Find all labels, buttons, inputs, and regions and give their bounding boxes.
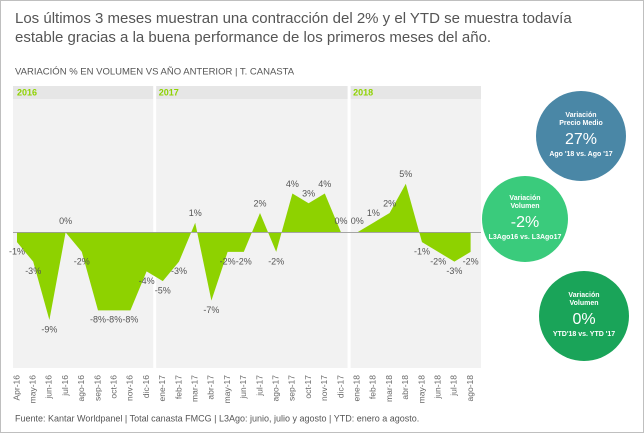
value-label: 2% xyxy=(383,198,396,208)
value-label: -2% xyxy=(463,256,479,266)
x-tick-label: dic-16 xyxy=(141,375,151,398)
value-label: 2% xyxy=(253,198,266,208)
x-tick-label: sep-17 xyxy=(287,375,297,401)
x-tick-label: ago-16 xyxy=(76,375,86,402)
x-tick-label: oct-17 xyxy=(303,375,313,399)
x-tick-label: ago-18 xyxy=(465,375,475,402)
year-band xyxy=(13,86,481,99)
value-label: -1% xyxy=(414,247,430,257)
value-label: -4% xyxy=(139,276,155,286)
x-tick-label: mar-18 xyxy=(384,375,394,402)
x-tick-label: jun-17 xyxy=(238,375,248,400)
callout-label: Variación xyxy=(565,112,596,119)
year-label: 2018 xyxy=(353,87,373,97)
callout-circle xyxy=(536,91,626,181)
value-label: -8% xyxy=(106,315,122,325)
x-tick-label: may-16 xyxy=(27,375,37,404)
x-tick-label: may-17 xyxy=(222,375,232,404)
x-tick-label: ago-17 xyxy=(270,375,280,402)
value-label: -3% xyxy=(25,266,41,276)
callout-label: Variación xyxy=(509,195,540,202)
source: Fuente: Kantar Worldpanel | Total canast… xyxy=(15,413,419,423)
value-label: 1% xyxy=(367,208,380,218)
x-tick-label: jul-18 xyxy=(449,375,459,397)
callout-note: Ago '18 vs. Ago '17 xyxy=(549,151,612,158)
value-label: 0% xyxy=(351,216,364,226)
value-label: -7% xyxy=(203,305,219,315)
callout-note: L3Ago16 vs. L3Ago17 xyxy=(489,234,562,241)
area xyxy=(17,183,471,321)
x-tick-label: oct-16 xyxy=(108,375,118,399)
value-label: 0% xyxy=(334,216,347,226)
x-tick-label: abr-17 xyxy=(206,375,216,400)
x-tick-label: ene-18 xyxy=(351,375,361,402)
callout-label: Volumen xyxy=(510,203,539,210)
x-tick-label: dic-17 xyxy=(335,375,345,398)
year-label: 2017 xyxy=(159,87,179,97)
callout-label: Variación xyxy=(568,292,599,299)
value-label: 4% xyxy=(318,179,331,189)
headline: Los últimos 3 meses muestran una contrac… xyxy=(15,10,572,46)
value-label: -2% xyxy=(268,256,284,266)
value-label: -3% xyxy=(446,266,462,276)
value-label: 1% xyxy=(189,208,202,218)
value-label: -1% xyxy=(9,247,25,257)
year-label: 2016 xyxy=(17,87,37,97)
x-tick-label: mar-17 xyxy=(189,375,199,402)
x-tick-label: feb-18 xyxy=(368,375,378,399)
value-label: 4% xyxy=(286,179,299,189)
callout-note: YTD'18 vs. YTD '17 xyxy=(553,331,615,338)
x-tick-label: nov-17 xyxy=(319,375,329,401)
value-label: -5% xyxy=(155,285,171,295)
value-label: -2% xyxy=(236,256,252,266)
x-tick-label: jun-16 xyxy=(44,375,54,400)
value-label: -8% xyxy=(122,315,138,325)
x-tick-label: sep-16 xyxy=(92,375,102,401)
x-tick-label: jun-18 xyxy=(432,375,442,400)
value-label: -8% xyxy=(90,315,106,325)
callout-label: Volumen xyxy=(569,300,598,307)
callout-value: 0% xyxy=(572,311,595,328)
x-tick-label: jul-16 xyxy=(60,375,70,397)
callout-label: Precio Medio xyxy=(559,120,603,127)
callout-circle xyxy=(539,271,629,361)
value-label: -2% xyxy=(74,256,90,266)
x-tick-label: jul-17 xyxy=(254,375,264,397)
x-tick-label: ene-17 xyxy=(157,375,167,402)
value-label: 5% xyxy=(399,169,412,179)
value-label: -3% xyxy=(171,266,187,276)
x-tick-label: feb-17 xyxy=(173,375,183,399)
x-tick-label: abr-18 xyxy=(400,375,410,400)
callout-value: -2% xyxy=(511,214,539,231)
x-tick-label: nov-16 xyxy=(125,375,135,401)
value-label: -2% xyxy=(220,256,236,266)
callout-value: 27% xyxy=(565,131,597,148)
x-tick-label: may-18 xyxy=(416,375,426,404)
chart-title: VARIACIÓN % EN VOLUMEN VS AÑO ANTERIOR |… xyxy=(15,67,295,78)
value-label: 3% xyxy=(302,189,315,199)
value-label: -2% xyxy=(430,256,446,266)
callout-circle xyxy=(482,176,568,262)
value-label: -9% xyxy=(41,324,57,334)
x-tick-label: Apr-16 xyxy=(11,375,21,401)
value-label: 0% xyxy=(59,216,72,226)
